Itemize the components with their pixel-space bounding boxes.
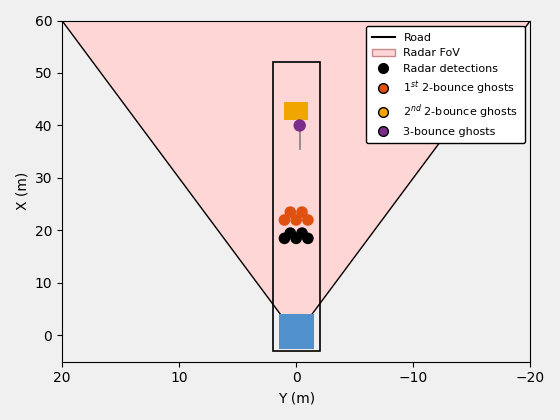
Point [297, 230, 306, 236]
X-axis label: Y (m): Y (m) [278, 391, 315, 405]
Point [286, 209, 295, 215]
Point [292, 235, 301, 242]
Legend: Road, Radar FoV, Radar detections, 1$^{st}$ 2-bounce ghosts, 2$^{nd}$ 2-bounce g: Road, Radar FoV, Radar detections, 1$^{s… [366, 26, 525, 143]
Point [286, 230, 295, 236]
Bar [273, 63, 320, 351]
Polygon shape [62, 21, 530, 336]
Point [280, 235, 289, 242]
Point [295, 122, 304, 129]
Point [297, 209, 306, 215]
Point [280, 217, 289, 223]
Y-axis label: X (m): X (m) [15, 172, 29, 210]
Point [304, 217, 312, 223]
Point [304, 235, 312, 242]
Bar [279, 315, 314, 349]
Bar [284, 102, 308, 120]
Point [292, 217, 301, 223]
